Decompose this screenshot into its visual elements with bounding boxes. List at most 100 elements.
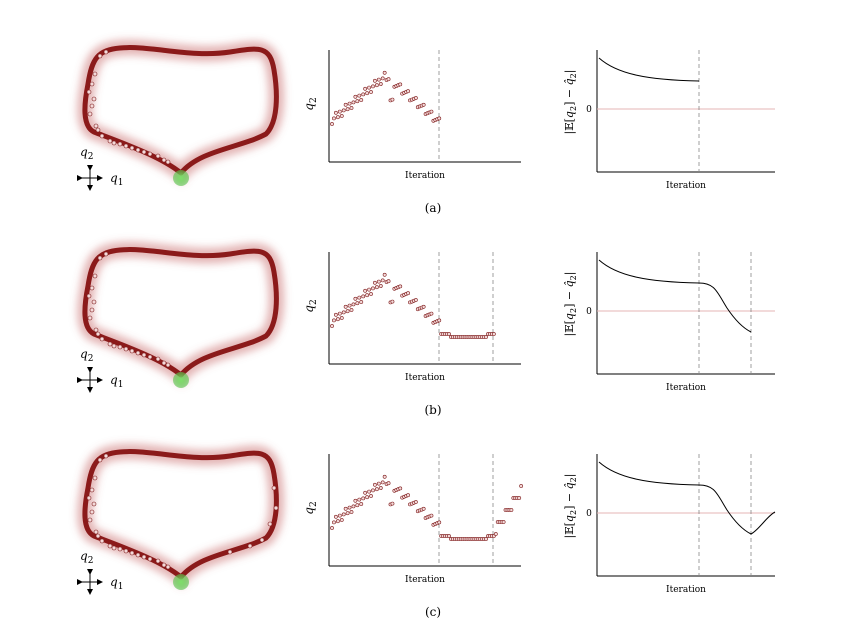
scatter-point xyxy=(359,98,364,102)
sample-point xyxy=(123,346,129,352)
scatter-point xyxy=(365,495,370,500)
zero-tick: 0 xyxy=(586,307,592,317)
scatter-point xyxy=(359,300,364,304)
sample-point xyxy=(259,537,265,543)
scatter-point xyxy=(390,97,395,102)
scatter-point xyxy=(369,494,373,498)
scatter-xlabel: Iteration xyxy=(405,171,445,181)
scatter-point xyxy=(347,505,352,510)
scatter-point xyxy=(345,107,350,112)
scatter-point xyxy=(429,109,434,114)
scatter-point xyxy=(484,335,488,339)
scatter-point xyxy=(351,504,356,509)
scatter-point xyxy=(361,496,366,501)
sample-point xyxy=(117,344,123,350)
axis-glyph-q2: q2 xyxy=(80,145,93,162)
scatter-point xyxy=(332,318,336,323)
sample-point xyxy=(97,53,103,59)
sample-point xyxy=(87,315,93,321)
panel-caption: (b) xyxy=(424,403,441,417)
ring-glow xyxy=(76,39,285,185)
sample-point xyxy=(155,356,161,362)
scatter-point xyxy=(519,484,524,488)
scatter-point xyxy=(343,506,348,511)
sample-point xyxy=(92,71,98,77)
scatter-point xyxy=(413,96,418,100)
sample-point xyxy=(86,89,92,95)
sample-point xyxy=(147,556,153,562)
sample-point xyxy=(107,341,113,347)
sample-point xyxy=(147,354,153,360)
scatter-point xyxy=(371,286,375,291)
scatter-point xyxy=(365,293,370,298)
row-b: q2 q1 q2 Iteration 0 |𝔼[q2] − q̂2| Iteration (b… xyxy=(76,241,775,417)
scatter-point xyxy=(382,474,387,479)
error-ylabel: |𝔼[q2] − q̂2| xyxy=(563,272,578,337)
sample-point xyxy=(147,151,153,157)
sample-point xyxy=(107,138,113,144)
zero-tick: 0 xyxy=(586,509,592,519)
sample-point xyxy=(165,564,171,570)
sample-point xyxy=(86,495,92,501)
scatter-point xyxy=(406,493,410,498)
scatter-point xyxy=(509,508,514,512)
error-xlabel: Iteration xyxy=(666,181,706,191)
sample-point xyxy=(111,343,117,349)
sample-point xyxy=(267,521,273,527)
axis-glyph-q1: q1 xyxy=(110,575,123,592)
sample-point xyxy=(141,149,147,155)
scatter-point xyxy=(361,294,366,299)
scatter-point xyxy=(367,287,371,292)
scatter-point xyxy=(429,311,434,316)
sample-point xyxy=(161,360,167,366)
scatter-point xyxy=(376,481,381,486)
scatter-ylabel: q2 xyxy=(302,299,319,312)
sample-point xyxy=(89,487,95,493)
ring-glow xyxy=(76,241,285,387)
scatter-point xyxy=(337,311,342,316)
sample-point xyxy=(135,350,141,356)
error-xlabel: Iteration xyxy=(666,383,706,393)
scatter-point xyxy=(421,506,426,511)
sample-point xyxy=(89,81,95,87)
start-point xyxy=(173,574,189,590)
sample-point xyxy=(93,529,99,535)
sample-point xyxy=(141,352,147,358)
scatter-point xyxy=(363,490,368,495)
scatter-point xyxy=(380,278,385,283)
axis-glyph-q2: q2 xyxy=(80,549,93,566)
ring-path xyxy=(82,449,279,580)
scatter-point xyxy=(345,511,350,516)
ring-path xyxy=(82,45,279,176)
scatter-point xyxy=(376,77,381,82)
sample-point xyxy=(99,538,105,544)
scatter-point xyxy=(341,512,346,517)
row-c: q2 q1 q2 Iteration 0 |𝔼[q2] − q̂2| Iteration (c… xyxy=(76,443,776,619)
scatter-point xyxy=(337,513,342,518)
scatter-point xyxy=(353,498,358,503)
scatter-xlabel: Iteration xyxy=(405,575,445,585)
scatter-point xyxy=(386,77,391,82)
scatter-ylabel: q2 xyxy=(302,97,319,110)
sample-point xyxy=(111,140,117,146)
scatter-point xyxy=(332,116,336,121)
scatter-point xyxy=(390,501,395,506)
sample-point xyxy=(123,143,129,149)
scatter-point xyxy=(347,303,352,308)
sample-point xyxy=(117,141,123,147)
scatter-point xyxy=(493,532,498,536)
scatter-point xyxy=(335,115,340,120)
error-curve xyxy=(598,461,776,535)
axis-glyph-q2: q2 xyxy=(80,347,93,364)
scatter-point xyxy=(378,284,383,288)
scatter-point xyxy=(349,308,354,312)
scatter-point xyxy=(333,110,338,115)
scatter-point xyxy=(333,514,338,519)
scatter-point xyxy=(347,101,352,106)
scatter-point xyxy=(447,332,451,336)
scatter-point xyxy=(378,82,383,86)
sample-point xyxy=(95,533,101,539)
scatter-point xyxy=(341,108,346,113)
scatter-point xyxy=(371,84,375,89)
